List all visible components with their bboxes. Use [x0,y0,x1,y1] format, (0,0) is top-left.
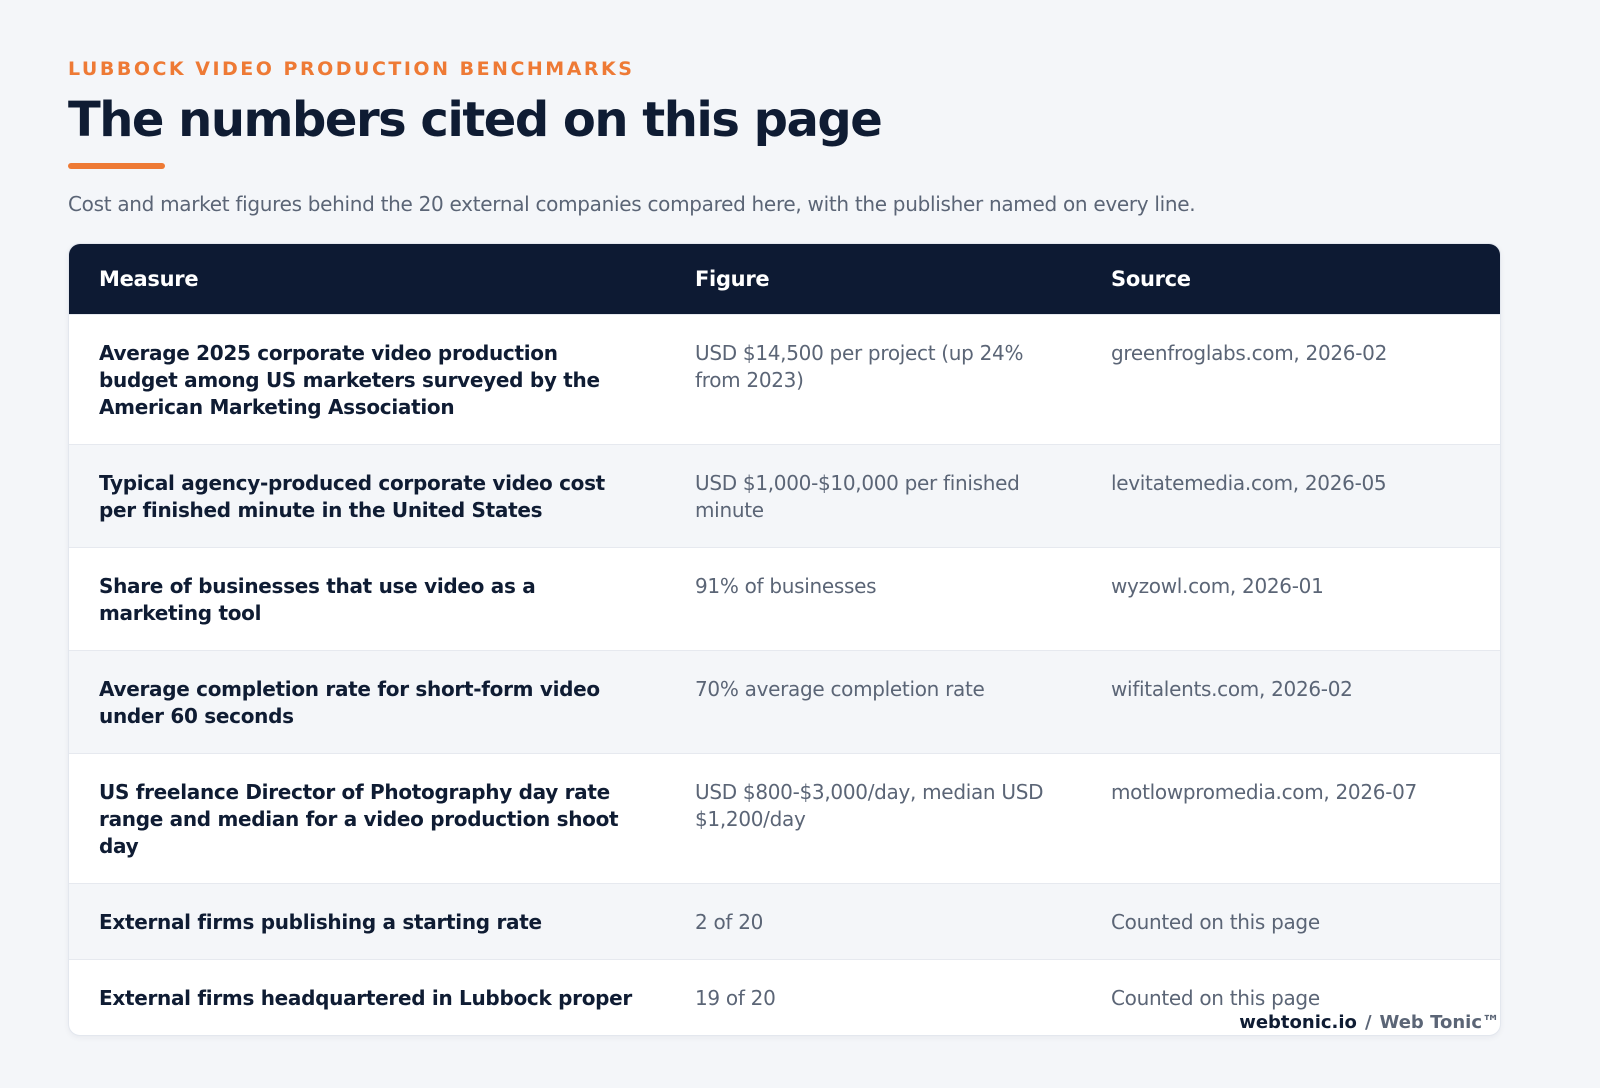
column-header: Measure [69,244,665,315]
source-cell: wifitalents.com, 2026-02 [1081,650,1500,754]
figure-cell: 70% average completion rate [665,650,1081,754]
measure-cell: Average 2025 corporate video production … [69,314,665,445]
table-card: Measure Figure Source Average 2025 corpora… [68,243,1501,1036]
footer: webtonic.io / Web Tonic™ [1239,1012,1500,1033]
source-cell: motlowpromedia.com, 2026-07 [1081,753,1500,884]
table-row: External firms headquartered in Lubbock … [69,959,1500,1035]
table-row: Share of businesses that use video as a … [69,547,1500,651]
figure-cell: 91% of businesses [665,547,1081,651]
table-row: US freelance Director of Photography day… [69,753,1500,884]
source-cell: levitatemedia.com, 2026-05 [1081,444,1500,548]
figure-cell: 19 of 20 [665,959,1081,1035]
measure-cell: External firms headquartered in Lubbock … [69,959,665,1035]
measure-cell: Average completion rate for short-form v… [69,650,665,754]
footer-separator: / [1364,1012,1372,1033]
table-row: Average 2025 corporate video production … [69,314,1500,445]
measure-cell: Share of businesses that use video as a … [69,547,665,651]
measure-cell: US freelance Director of Photography day… [69,753,665,884]
table-body: Average 2025 corporate video production … [69,314,1500,1035]
source-cell: Counted on this page [1081,883,1500,960]
figure-cell: USD $800-$3,000/day, median USD $1,200/d… [665,753,1081,884]
source-cell: wyzowl.com, 2026-01 [1081,547,1500,651]
page-title: The numbers cited on this page [68,92,883,148]
column-header: Figure [665,244,1081,315]
column-header: Source [1081,244,1500,315]
data-table: Measure Figure Source Average 2025 corpora… [69,244,1500,1035]
table-row: External firms publishing a starting rat… [69,883,1500,960]
source-cell: Counted on this page [1081,959,1500,1035]
subtitle: Cost and market figures behind the 20 ex… [68,192,1196,216]
footer-site: webtonic.io [1239,1012,1357,1033]
source-cell: greenfroglabs.com, 2026-02 [1081,314,1500,445]
footer-brand: Web Tonic™ [1379,1012,1500,1033]
eyebrow: LUBBOCK VIDEO PRODUCTION BENCHMARKS [68,58,635,80]
measure-cell: External firms publishing a starting rat… [69,883,665,960]
measure-cell: Typical agency-produced corporate video … [69,444,665,548]
accent-rule [68,163,165,169]
table-row: Typical agency-produced corporate video … [69,444,1500,548]
figure-cell: USD $1,000-$10,000 per finished minute [665,444,1081,548]
table-head: Measure Figure Source [69,244,1500,315]
figure-cell: USD $14,500 per project (up 24% from 202… [665,314,1081,445]
table-row: Average completion rate for short-form v… [69,650,1500,754]
figure-cell: 2 of 20 [665,883,1081,960]
header-row: Measure Figure Source [69,244,1500,315]
